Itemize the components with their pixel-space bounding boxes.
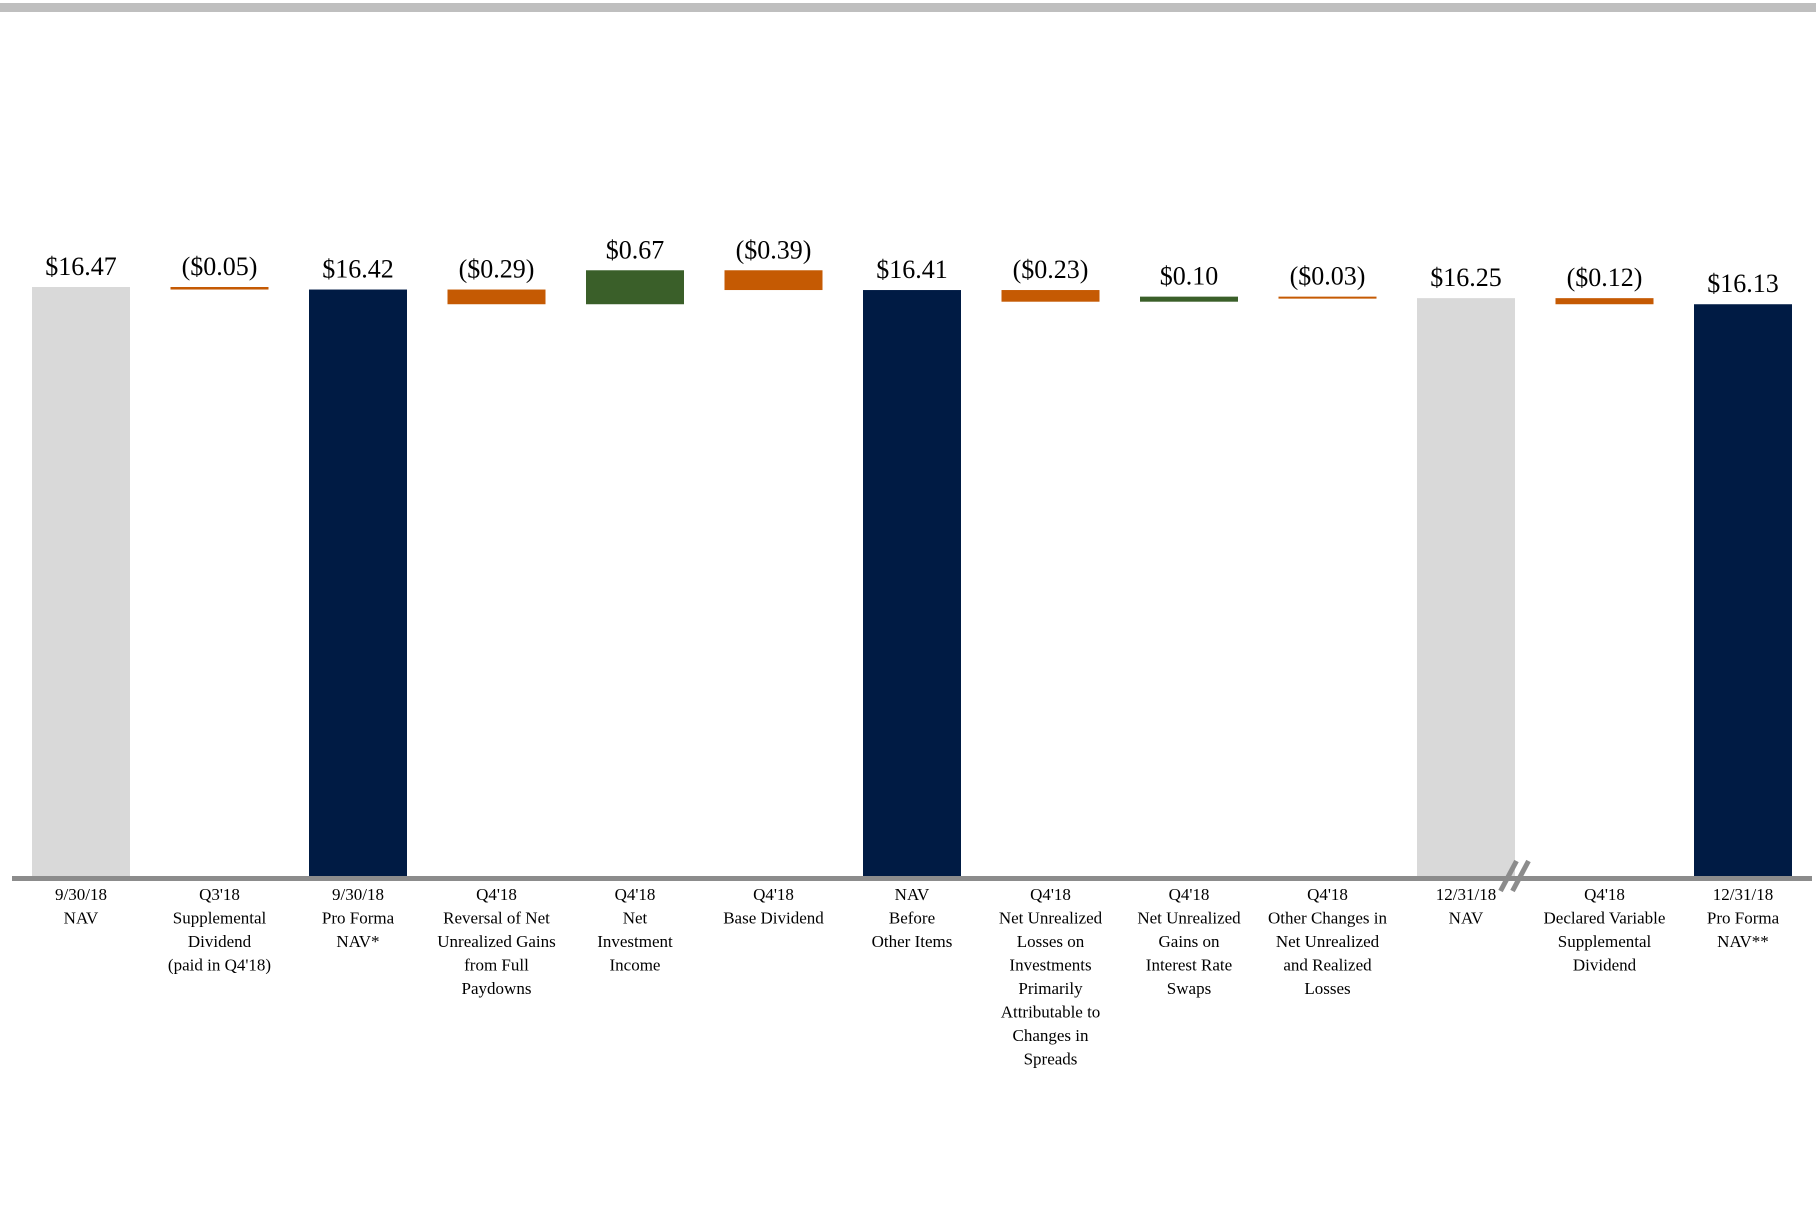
waterfall-bar [32,287,130,876]
category-label: Q4'18 Net Unrealized Losses on Investments P… [999,885,1103,1069]
waterfall-bar [447,289,546,305]
waterfall-bar [1001,290,1100,302]
bar-value-label: ($0.39) [736,235,812,264]
category-label: 12/31/18 NAV [1436,885,1496,928]
bar-value-label: $0.10 [1160,262,1219,291]
waterfall-bar [309,289,407,876]
category-label: Q4'18 Net Investment Income [597,885,673,975]
bar-value-label: $16.25 [1430,263,1502,292]
x-axis-line [12,876,1812,881]
waterfall-bar [1140,296,1238,302]
bar-value-label: ($0.05) [182,252,258,281]
waterfall-bar [1417,298,1515,876]
waterfall-bar [170,287,269,290]
axis-break-marker [1498,859,1531,893]
bar-value-label: ($0.03) [1290,262,1366,291]
category-label: 9/30/18 NAV [55,885,107,928]
bar-value-label: $16.41 [876,255,948,284]
category-label: Q4'18 Other Changes in Net Unrealized and R… [1268,885,1387,998]
bar-value-label: $16.47 [45,252,117,281]
category-label: Q4'18 Net Unrealized Gains on Interest Rate… [1137,885,1241,998]
waterfall-bar [1555,298,1654,305]
category-label: 12/31/18 Pro Forma NAV** [1707,885,1780,951]
waterfall-bar [586,270,684,305]
category-label: NAV Before Other Items [872,885,953,951]
category-label: Q4'18 Reversal of Net Unrealized Gains from… [437,885,555,998]
waterfall-bar [724,270,823,291]
category-label: Q3'18 Supplemental Dividend (paid in Q4'18) [168,885,271,975]
bar-value-label: $16.13 [1707,269,1779,298]
category-label: 9/30/18 Pro Forma NAV* [322,885,395,951]
bar-value-label: ($0.12) [1567,263,1643,292]
waterfall-bar [1694,304,1792,876]
category-label: Q4'18 Declared Variable Supplemental Divide… [1544,885,1666,975]
category-label: Q4'18 Base Dividend [723,885,824,928]
bar-value-label: ($0.29) [459,255,535,284]
waterfall-bar [863,290,961,876]
bar-value-label: ($0.23) [1013,255,1089,284]
bar-value-label: $16.42 [322,255,394,284]
top-rule [0,3,1816,12]
bar-value-label: $0.67 [606,235,665,264]
waterfall-bar [1278,296,1377,299]
